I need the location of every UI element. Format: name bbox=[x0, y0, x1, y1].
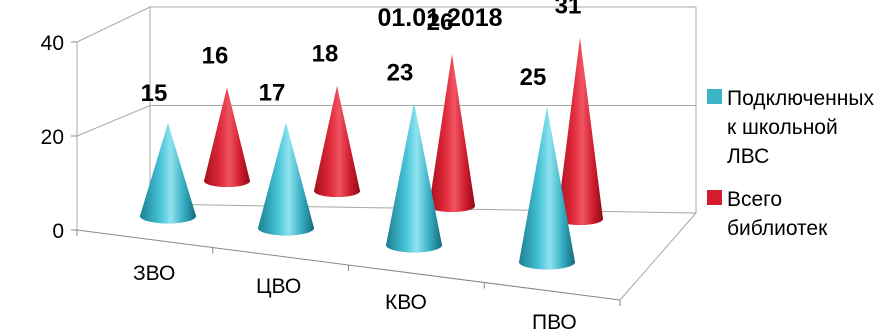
cone-connected-body bbox=[519, 107, 575, 270]
cone-connected bbox=[386, 102, 442, 253]
data-label-total: 31 bbox=[555, 0, 582, 20]
x-tick-label: ЦВО bbox=[256, 275, 301, 298]
data-label-connected: 15 bbox=[141, 80, 168, 107]
cone-connected-body bbox=[386, 102, 442, 253]
chart-title: 01.01.2018 bbox=[377, 4, 503, 32]
data-labels: 16 15 18 17 26 23 31 25 bbox=[141, 0, 582, 107]
cone-connected bbox=[258, 122, 314, 236]
cone-connected bbox=[140, 123, 196, 224]
x-tick-label: ПВО bbox=[532, 311, 577, 334]
data-label-total: 16 bbox=[202, 42, 229, 69]
legend-item-connected: Подключенных к школьной ЛВС bbox=[707, 84, 882, 171]
data-label-connected: 23 bbox=[387, 59, 414, 86]
legend-swatch-total bbox=[707, 190, 722, 205]
floor-right-edge bbox=[619, 212, 697, 301]
chart-frame bbox=[71, 6, 697, 306]
legend-label-total: Всего библиотек bbox=[727, 188, 828, 240]
gridline-side bbox=[76, 105, 151, 137]
data-label-total: 18 bbox=[312, 41, 339, 68]
y-tick-label: 0 bbox=[52, 220, 64, 243]
data-label-connected: 17 bbox=[259, 80, 286, 107]
cone-total bbox=[557, 37, 603, 226]
plot-area bbox=[140, 37, 603, 270]
x-tick-label: КВО bbox=[385, 291, 427, 314]
cone-total-body bbox=[557, 37, 603, 226]
cone-total-body bbox=[429, 53, 475, 213]
data-label-connected: 25 bbox=[520, 64, 547, 91]
cone-connected bbox=[519, 107, 575, 270]
legend-swatch-connected bbox=[707, 89, 722, 104]
y-axis: 0 20 40 bbox=[41, 32, 64, 243]
legend-item-total: Всего библиотек bbox=[707, 185, 882, 243]
x-tick-label: ЗВО bbox=[133, 262, 175, 285]
cone-chart: 0 20 40 ЗВО ЦВО КВО ПВО 16 15 18 17 26 23 31 25 bbox=[41, 0, 697, 334]
legend: Подключенных к школьной ЛВС Всего библио… bbox=[707, 84, 882, 257]
cone-total-body bbox=[314, 85, 360, 197]
legend-label-connected: Подключенных к школьной ЛВС bbox=[727, 87, 874, 168]
gridline-side bbox=[76, 6, 151, 43]
cone-total bbox=[314, 85, 360, 197]
cone-total-body bbox=[204, 87, 250, 187]
y-tick-label: 20 bbox=[41, 126, 64, 149]
cone-connected-body bbox=[140, 123, 196, 224]
y-tick-label: 40 bbox=[41, 32, 64, 55]
data-label-total: 26 bbox=[427, 9, 454, 36]
cone-total bbox=[204, 87, 250, 187]
cone-connected-body bbox=[258, 122, 314, 236]
x-axis: ЗВО ЦВО КВО ПВО bbox=[133, 262, 577, 334]
cone-total bbox=[429, 53, 475, 213]
